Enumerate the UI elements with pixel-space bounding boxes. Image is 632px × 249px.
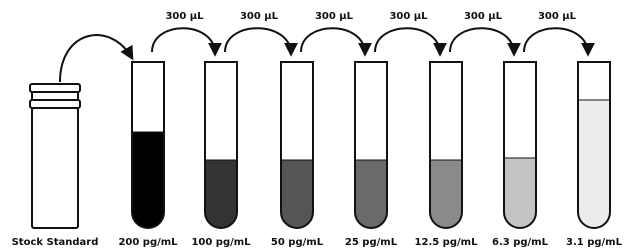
transfer-label: 300 μL [538, 11, 577, 22]
tube-liquid [355, 160, 387, 228]
tube-liquid [132, 132, 164, 228]
transfer-label: 300 μL [464, 11, 503, 22]
tube-label: 3.1 pg/mL [566, 237, 623, 248]
tube-liquid [281, 160, 313, 228]
transfer-arrow [524, 28, 588, 54]
transfer-label: 300 μL [240, 11, 279, 22]
tube-label: 50 pg/mL [271, 237, 324, 248]
tube-label: 6.3 pg/mL [492, 237, 549, 248]
tube-label: 12.5 pg/mL [415, 237, 479, 248]
transfer-label: 300 μL [165, 11, 204, 22]
dilution-diagram: Stock Standard 200 pg/mL 100 pg/mL 50 pg/m… [0, 0, 632, 249]
stock-vial [30, 84, 80, 228]
tube-liquid [504, 158, 536, 228]
stock-label: Stock Standard [12, 237, 99, 248]
tube-liquid [578, 100, 610, 228]
transfer-arrow [375, 28, 440, 54]
tube-label: 200 pg/mL [118, 237, 178, 248]
tube-label: 100 pg/mL [191, 237, 251, 248]
tube-liquid [430, 160, 462, 228]
transfer-arrow [301, 28, 365, 54]
transfer-arrow [450, 28, 514, 54]
transfer-arrow [225, 28, 291, 54]
transfer-label: 300 μL [315, 11, 354, 22]
transfer-arrow [152, 28, 215, 54]
tube-liquid [205, 160, 237, 228]
transfer-arrow [60, 35, 132, 82]
transfer-label: 300 μL [389, 11, 428, 22]
tube-label: 25 pg/mL [345, 237, 398, 248]
